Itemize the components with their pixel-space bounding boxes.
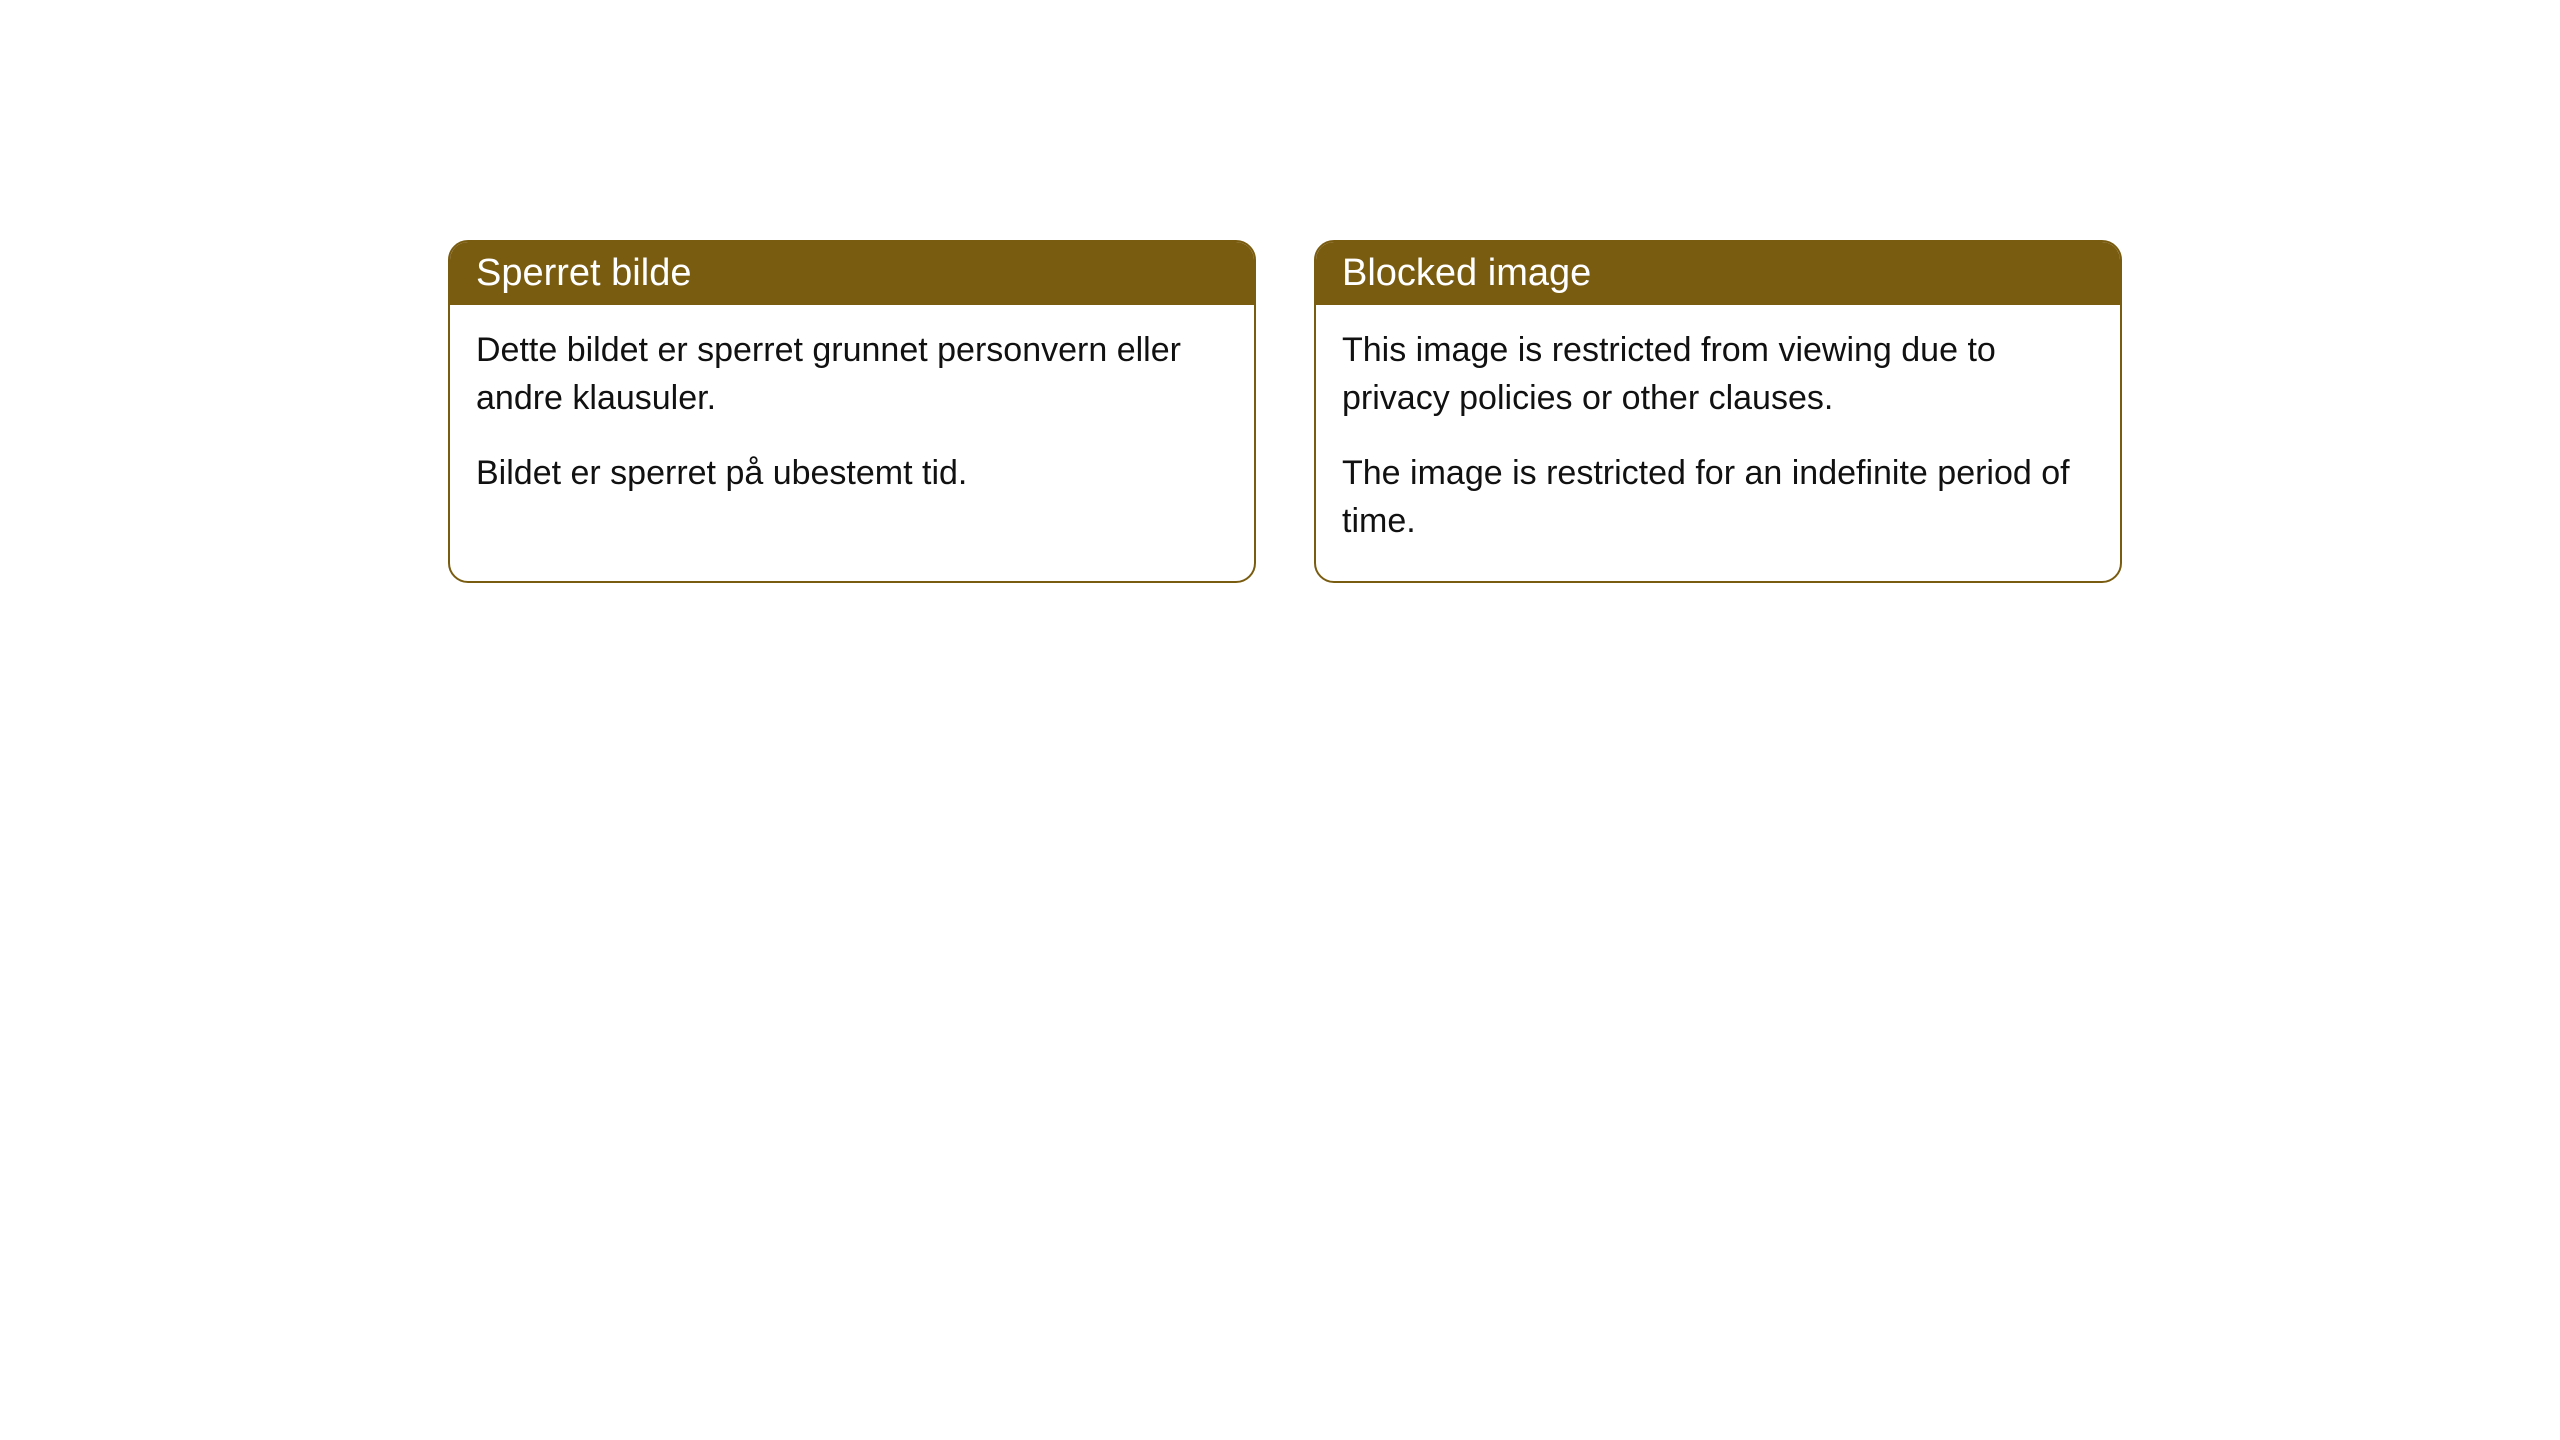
card-paragraph: Bildet er sperret på ubestemt tid. (476, 450, 1228, 498)
notice-cards-container: Sperret bilde Dette bildet er sperret gr… (448, 240, 2122, 583)
card-header: Sperret bilde (450, 242, 1254, 305)
card-paragraph: Dette bildet er sperret grunnet personve… (476, 327, 1228, 422)
card-title: Blocked image (1342, 252, 1591, 294)
notice-card-english: Blocked image This image is restricted f… (1314, 240, 2122, 583)
card-paragraph: The image is restricted for an indefinit… (1342, 450, 2094, 545)
card-title: Sperret bilde (476, 252, 691, 294)
card-paragraph: This image is restricted from viewing du… (1342, 327, 2094, 422)
card-body: This image is restricted from viewing du… (1316, 305, 2120, 581)
card-body: Dette bildet er sperret grunnet personve… (450, 305, 1254, 534)
card-header: Blocked image (1316, 242, 2120, 305)
notice-card-norwegian: Sperret bilde Dette bildet er sperret gr… (448, 240, 1256, 583)
